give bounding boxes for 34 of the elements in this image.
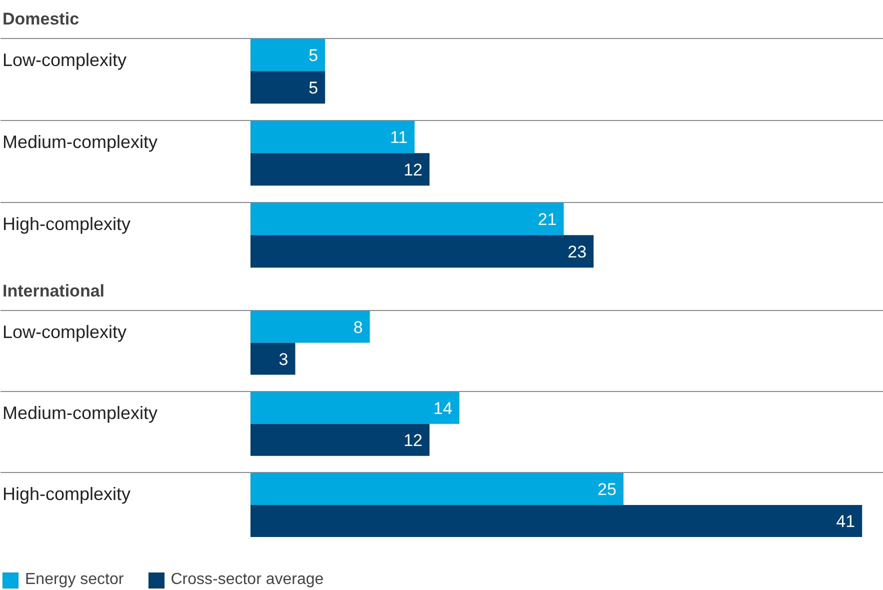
legend-label: Energy sector	[25, 571, 124, 589]
y-tick-label: Medium-complexity	[2, 402, 158, 423]
data-label: 14	[433, 398, 452, 418]
text: International	[2, 282, 105, 300]
y-tick-label: Low-complexity	[2, 322, 127, 342]
data-label: 5	[308, 78, 318, 98]
data-label: 12	[404, 430, 423, 450]
bar	[250, 342, 296, 375]
legend-label: Cross-sector average	[170, 571, 324, 589]
y-tick-label: Medium-complexity	[2, 132, 158, 152]
data-label: 23	[568, 242, 587, 262]
bar	[250, 120, 415, 154]
bar	[250, 153, 430, 186]
bar	[250, 310, 370, 343]
data-label: 12	[404, 160, 423, 180]
data-label: 41	[836, 512, 856, 531]
bar	[250, 504, 862, 537]
bar	[250, 472, 624, 505]
data-label: 25	[598, 480, 616, 499]
bar	[250, 71, 326, 104]
y-tick-label: Low-complexity	[2, 50, 127, 70]
bar	[250, 392, 460, 424]
data-label: 5	[308, 46, 318, 65]
text: Domestic	[2, 10, 80, 28]
data-label: 11	[390, 128, 408, 147]
y-tick-label: High-complexity	[2, 484, 131, 504]
bar	[250, 202, 564, 236]
data-label: 3	[278, 350, 288, 369]
data-label: 8	[353, 318, 363, 337]
data-label: 21	[538, 210, 557, 229]
y-tick-label: High-complexity	[2, 214, 131, 234]
bar	[250, 424, 430, 456]
bar	[250, 235, 594, 268]
bar	[250, 38, 326, 72]
